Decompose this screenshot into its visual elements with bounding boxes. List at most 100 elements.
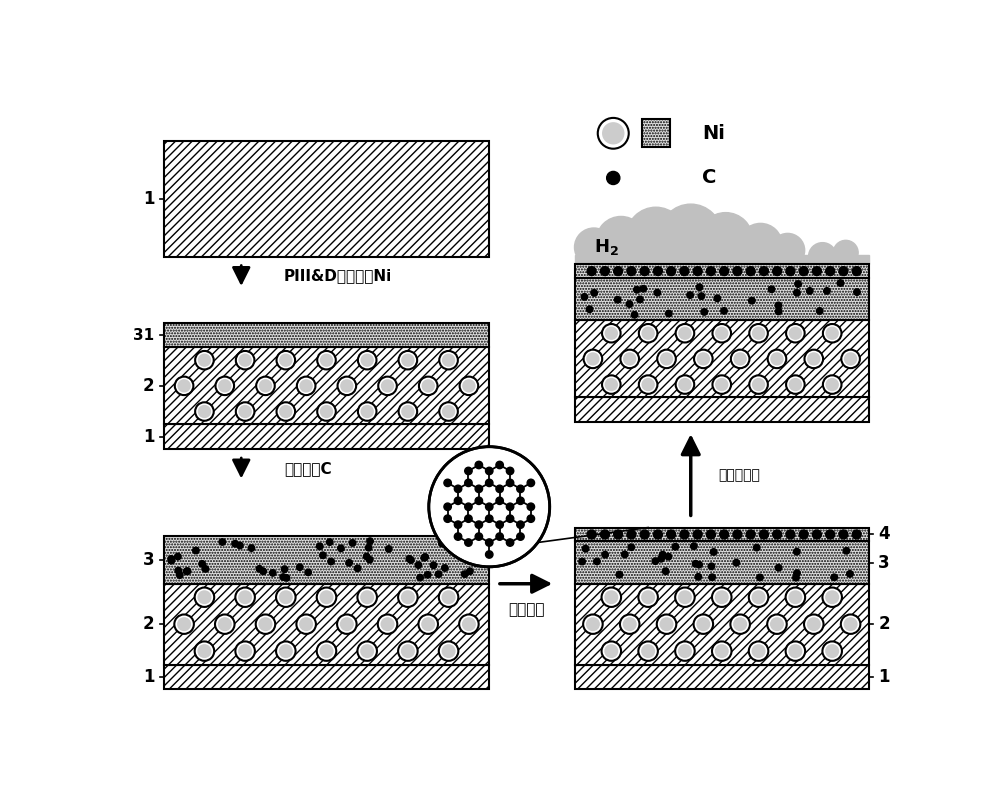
Circle shape [299,379,313,393]
Circle shape [807,288,813,294]
Circle shape [496,497,503,505]
Circle shape [659,551,666,558]
Circle shape [786,375,805,394]
Circle shape [360,644,374,658]
Text: $\mathbf{H_2}$: $\mathbf{H_2}$ [594,237,619,258]
Circle shape [475,497,483,505]
Bar [164,348,489,424]
Circle shape [680,267,689,276]
Circle shape [474,545,481,551]
Circle shape [399,351,417,370]
Circle shape [626,207,685,265]
Circle shape [358,351,376,370]
Circle shape [641,326,655,340]
Circle shape [256,615,275,634]
Circle shape [317,588,336,607]
Circle shape [749,324,768,343]
Bar [574,541,869,584]
Circle shape [462,617,476,631]
Circle shape [698,293,705,299]
Circle shape [839,267,848,276]
Circle shape [657,615,676,634]
Circle shape [475,533,483,540]
Circle shape [749,588,768,607]
Circle shape [605,378,618,391]
Circle shape [349,540,356,546]
Circle shape [195,402,214,421]
Circle shape [506,467,514,475]
Circle shape [195,588,214,607]
Circle shape [607,171,620,185]
Circle shape [235,641,255,660]
Circle shape [614,296,621,303]
Circle shape [506,539,514,546]
Circle shape [454,533,462,540]
Circle shape [602,375,621,394]
Circle shape [586,306,593,313]
Circle shape [496,533,503,540]
Circle shape [712,324,731,343]
Circle shape [733,617,747,631]
Text: PIII&D注入沉积Ni: PIII&D注入沉积Ni [284,269,392,284]
Circle shape [627,267,636,276]
Circle shape [475,485,483,492]
Circle shape [328,559,334,565]
Circle shape [439,540,445,547]
Circle shape [326,539,333,545]
Circle shape [692,235,736,278]
Circle shape [628,544,635,551]
Circle shape [354,565,361,571]
Circle shape [195,351,214,370]
Circle shape [687,292,693,299]
Circle shape [807,617,821,631]
Circle shape [486,551,493,559]
Circle shape [360,590,374,604]
Circle shape [357,588,377,607]
Bar [574,528,869,541]
Circle shape [256,377,275,395]
Circle shape [454,521,462,529]
Circle shape [771,233,805,267]
Circle shape [486,480,493,487]
Circle shape [823,375,841,394]
Circle shape [276,641,296,660]
Bar [164,424,489,449]
Circle shape [626,301,633,307]
Circle shape [706,530,715,539]
Circle shape [435,571,442,577]
Circle shape [833,240,858,265]
Circle shape [218,379,231,393]
Circle shape [665,554,672,560]
Circle shape [695,574,702,580]
Circle shape [417,574,423,581]
Circle shape [460,377,478,395]
Circle shape [757,574,763,581]
Circle shape [616,571,623,577]
Circle shape [789,378,802,391]
Circle shape [256,566,263,572]
Circle shape [406,555,413,562]
Circle shape [215,377,234,395]
Circle shape [733,530,742,539]
Circle shape [236,402,254,421]
Circle shape [279,354,293,367]
Circle shape [381,617,395,631]
Circle shape [486,467,493,475]
Circle shape [586,352,600,366]
Text: 3: 3 [143,551,154,569]
Circle shape [340,379,354,393]
Circle shape [600,530,609,539]
Circle shape [694,615,713,634]
Circle shape [696,284,703,291]
Circle shape [465,503,472,510]
Circle shape [698,213,753,266]
Circle shape [459,615,479,634]
Circle shape [444,515,451,522]
Text: 退火处理: 退火处理 [508,602,545,617]
Circle shape [422,554,428,560]
Circle shape [640,267,649,276]
Circle shape [527,503,535,510]
Bar [574,264,869,278]
Circle shape [637,296,643,303]
Circle shape [238,404,252,418]
